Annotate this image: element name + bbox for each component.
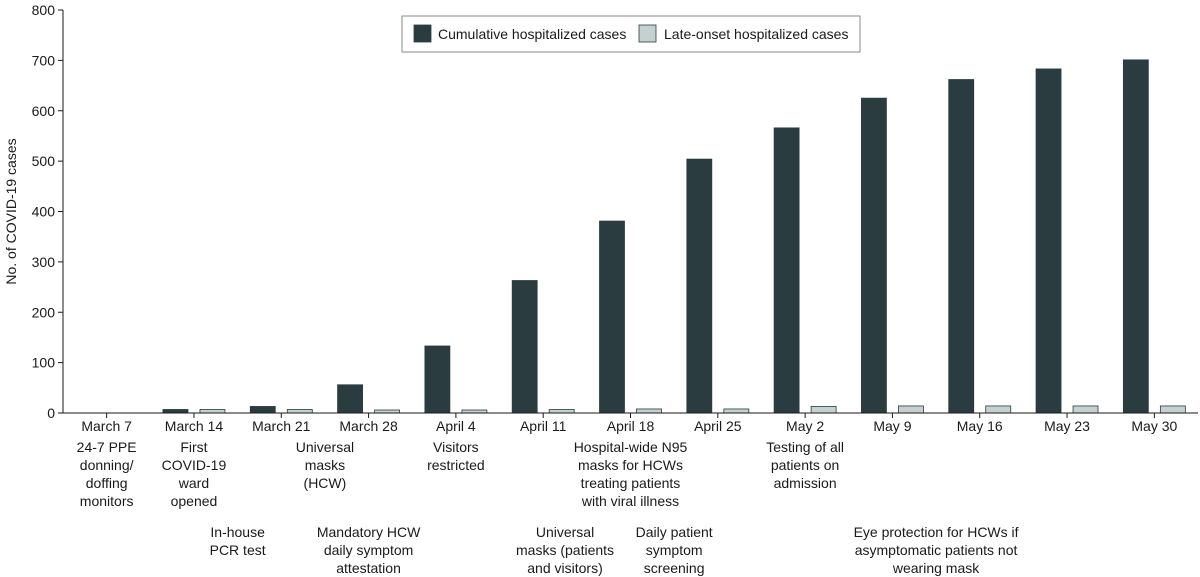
annotation: 24-7 PPE donning/ doffing monitors: [76, 439, 137, 509]
bar-cumulative: [773, 127, 800, 414]
x-tick-label: May 16: [957, 418, 1003, 434]
x-tick-label: May 23: [1044, 418, 1090, 434]
legend-box: [401, 15, 861, 53]
bar-late-onset: [636, 408, 662, 414]
bar-cumulative: [162, 409, 189, 414]
legend-swatch: [638, 24, 657, 43]
bars: [162, 59, 1186, 414]
bar-cumulative: [599, 220, 625, 414]
y-axis-title: No. of COVID-19 cases: [3, 138, 19, 284]
y-tick-label: 200: [32, 304, 56, 320]
bar-cumulative: [948, 79, 975, 414]
bar-cumulative: [861, 97, 887, 414]
annotation: Visitors restricted: [427, 439, 485, 473]
bar-cumulative: [1035, 68, 1062, 414]
bar-late-onset: [1159, 405, 1186, 414]
y-tick-label: 300: [32, 254, 56, 270]
bar-late-onset: [199, 409, 226, 414]
x-axis: March 7 March 14 March 21 March 28 April 4 Ap…: [63, 412, 1198, 434]
x-tick-label: March 21: [252, 418, 311, 434]
annotation: In-house PCR test: [209, 524, 266, 558]
x-tick-label: March 7: [81, 418, 132, 434]
y-axis: 0 100 200 300 400 500 600 700 800: [32, 2, 64, 421]
bar-cumulative: [511, 280, 538, 414]
bar-late-onset: [723, 408, 750, 414]
x-tick-label: April 25: [694, 418, 742, 434]
bar-late-onset: [1072, 405, 1099, 414]
x-tick-label: May 30: [1131, 418, 1177, 434]
bar-cumulative: [249, 406, 276, 414]
x-tick-label: April 11: [520, 418, 567, 434]
bar-late-onset: [286, 409, 313, 414]
bar-cumulative: [1122, 59, 1149, 414]
bar-cumulative: [686, 158, 713, 414]
y-tick-label: 500: [32, 153, 56, 169]
bar-late-onset: [898, 405, 924, 414]
annotation: Universal masks (patients and visitors): [515, 524, 615, 576]
x-tick-label: April 18: [607, 418, 655, 434]
y-tick-label: 100: [32, 355, 56, 371]
bar-cumulative: [424, 345, 451, 414]
y-tick-label: 600: [32, 103, 56, 119]
x-tick-label: March 14: [165, 418, 224, 434]
legend-label: Cumulative hospitalized cases: [438, 26, 626, 42]
x-tick-label: April 4: [436, 418, 476, 434]
bar-late-onset: [810, 406, 837, 414]
annotation: Mandatory HCW daily symptom attestation: [316, 524, 421, 576]
bar-cumulative: [337, 384, 363, 414]
x-tick-label: May 2: [786, 418, 824, 434]
annotation: Testing of all patients on admission: [766, 439, 845, 491]
x-tick-label: May 9: [873, 418, 911, 434]
bar-late-onset: [548, 409, 575, 414]
annotation: Daily patient symptom screening: [635, 524, 713, 576]
x-tick-label: March 28: [339, 418, 398, 434]
legend-swatch: [413, 24, 432, 43]
y-tick-label: 800: [32, 2, 56, 18]
legend-label: Late-onset hospitalized cases: [664, 26, 848, 42]
annotation: First COVID-19 ward opened: [161, 439, 227, 509]
bar-late-onset: [985, 405, 1012, 414]
annotation: Eye protection for HCWs if asymptomatic …: [853, 524, 1019, 576]
y-tick-label: 400: [32, 204, 56, 220]
y-tick-label: 0: [47, 405, 55, 421]
y-tick-label: 700: [32, 52, 56, 68]
legend: Cumulative hospitalized cases Late-onset …: [401, 15, 861, 53]
annotation: Universal masks (HCW): [295, 439, 355, 491]
annotation: Hospital-wide N95 masks for HCWs treatin…: [573, 439, 688, 509]
